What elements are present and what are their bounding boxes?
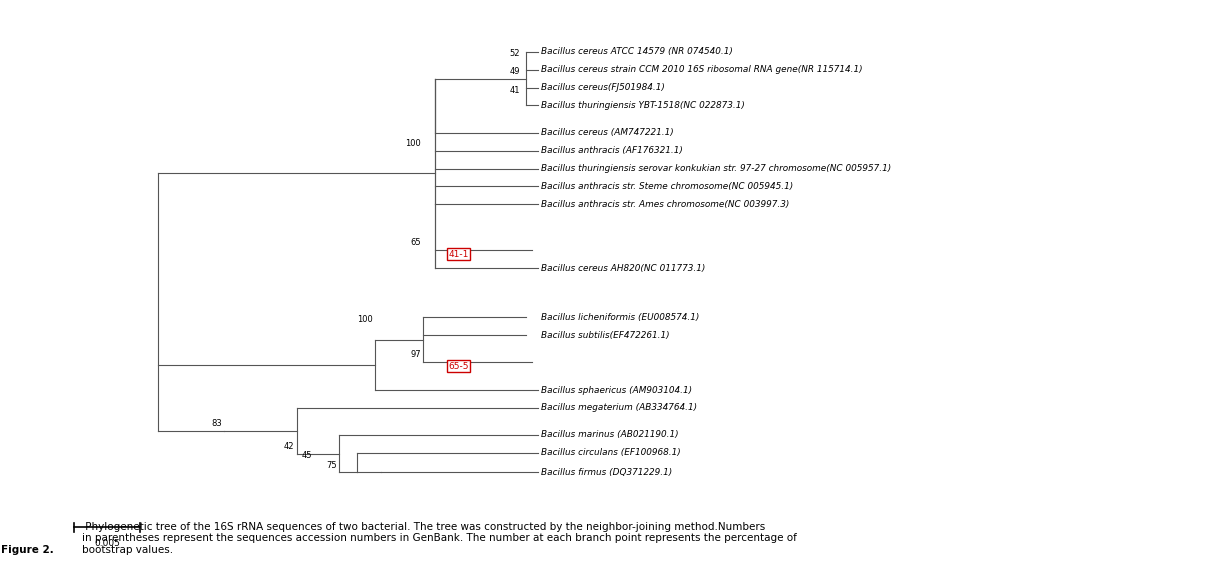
Text: Bacillus megaterium (AB334764.1): Bacillus megaterium (AB334764.1) bbox=[541, 404, 697, 413]
Text: Bacillus cereus(FJ501984.1): Bacillus cereus(FJ501984.1) bbox=[541, 83, 666, 92]
Text: Bacillus cereus ATCC 14579 (NR 074540.1): Bacillus cereus ATCC 14579 (NR 074540.1) bbox=[541, 47, 733, 56]
Text: 97: 97 bbox=[411, 350, 420, 359]
Text: Bacillus thuringiensis serovar konkukian str. 97-27 chromosome(NC 005957.1): Bacillus thuringiensis serovar konkukian… bbox=[541, 164, 892, 173]
Text: 41: 41 bbox=[509, 87, 519, 96]
Text: Bacillus anthracis str. Steme chromosome(NC 005945.1): Bacillus anthracis str. Steme chromosome… bbox=[541, 182, 794, 191]
Text: 65: 65 bbox=[411, 238, 420, 247]
Text: 100: 100 bbox=[356, 315, 372, 324]
Text: 52: 52 bbox=[509, 49, 519, 58]
Text: Bacillus marinus (AB021190.1): Bacillus marinus (AB021190.1) bbox=[541, 430, 679, 439]
Text: Bacillus circulans (EF100968.1): Bacillus circulans (EF100968.1) bbox=[541, 448, 681, 457]
Text: Bacillus licheniformis (EU008574.1): Bacillus licheniformis (EU008574.1) bbox=[541, 313, 699, 322]
Text: Bacillus anthracis str. Ames chromosome(NC 003997.3): Bacillus anthracis str. Ames chromosome(… bbox=[541, 200, 790, 209]
Text: Bacillus thuringiensis YBT-1518(NC 022873.1): Bacillus thuringiensis YBT-1518(NC 02287… bbox=[541, 101, 745, 110]
Text: Figure 2.: Figure 2. bbox=[1, 545, 54, 555]
Text: 65-5: 65-5 bbox=[448, 361, 469, 370]
Text: 49: 49 bbox=[509, 67, 519, 76]
Text: Bacillus sphaericus (AM903104.1): Bacillus sphaericus (AM903104.1) bbox=[541, 386, 692, 395]
Text: Bacillus subtilis(EF472261.1): Bacillus subtilis(EF472261.1) bbox=[541, 331, 670, 340]
Text: Bacillus anthracis (AF176321.1): Bacillus anthracis (AF176321.1) bbox=[541, 146, 684, 155]
Text: 83: 83 bbox=[211, 419, 222, 428]
Text: Phylogenetic tree of the 16S rRNA sequences of two bacterial. The tree was const: Phylogenetic tree of the 16S rRNA sequen… bbox=[82, 522, 797, 555]
Text: Bacillus cereus strain CCM 2010 16S ribosomal RNA gene(NR 115714.1): Bacillus cereus strain CCM 2010 16S ribo… bbox=[541, 65, 863, 74]
Text: Bacillus cereus (AM747221.1): Bacillus cereus (AM747221.1) bbox=[541, 128, 674, 137]
Text: 100: 100 bbox=[405, 139, 420, 148]
Text: 41-1: 41-1 bbox=[448, 250, 469, 259]
Text: 0.005: 0.005 bbox=[94, 540, 120, 549]
Text: 45: 45 bbox=[302, 451, 313, 460]
Text: Bacillus firmus (DQ371229.1): Bacillus firmus (DQ371229.1) bbox=[541, 468, 673, 477]
Text: Bacillus cereus AH820(NC 011773.1): Bacillus cereus AH820(NC 011773.1) bbox=[541, 264, 705, 273]
Text: 42: 42 bbox=[284, 442, 295, 451]
Text: 75: 75 bbox=[326, 461, 337, 470]
